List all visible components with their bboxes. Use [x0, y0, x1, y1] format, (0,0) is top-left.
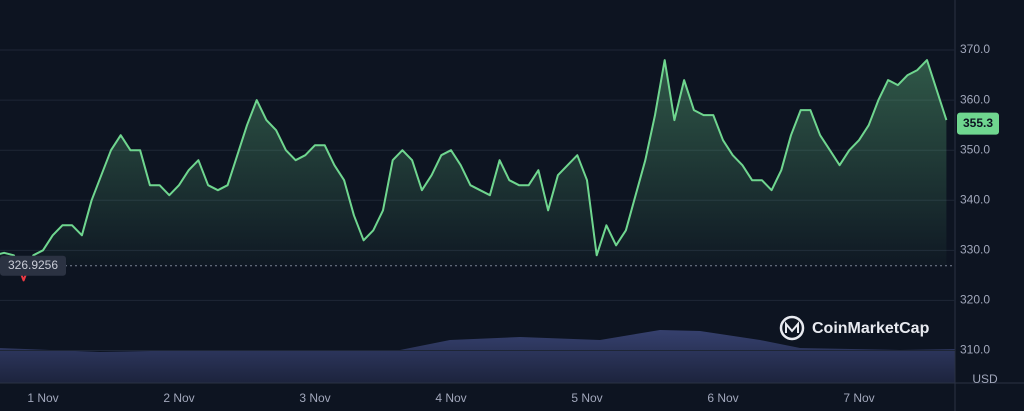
x-tick-label: 6 Nov [707, 391, 738, 405]
x-tick-label: 3 Nov [299, 391, 330, 405]
y-tick-label: 310.0 [960, 343, 990, 357]
baseline-tag [0, 255, 66, 276]
price-label: 355.3 [963, 116, 993, 130]
baseline-label: 326.9256 [8, 258, 58, 272]
y-tick-label: 340.0 [960, 192, 990, 206]
y-tick-label: 350.0 [960, 142, 990, 156]
y-tick-label: 330.0 [960, 242, 990, 256]
price-line [0, 59, 948, 282]
x-tick-label: 2 Nov [163, 391, 194, 405]
y-tick-label: 370.0 [960, 42, 990, 56]
x-tick-label: 1 Nov [27, 391, 58, 405]
y-tick-label: 320.0 [960, 293, 990, 307]
x-tick-label: 7 Nov [843, 391, 874, 405]
watermark: CoinMarketCap [779, 315, 930, 341]
watermark-logo [785, 321, 799, 333]
y-tick-label: 360.0 [960, 92, 990, 106]
watermark-text: CoinMarketCap [812, 320, 930, 337]
x-tick-label: 4 Nov [435, 391, 466, 405]
price-tag [957, 112, 999, 135]
y-axis-label: USD [972, 372, 998, 386]
series [0, 59, 948, 282]
volume-band [0, 330, 955, 383]
watermark-logo [779, 315, 805, 341]
x-tick-label: 5 Nov [571, 391, 602, 405]
